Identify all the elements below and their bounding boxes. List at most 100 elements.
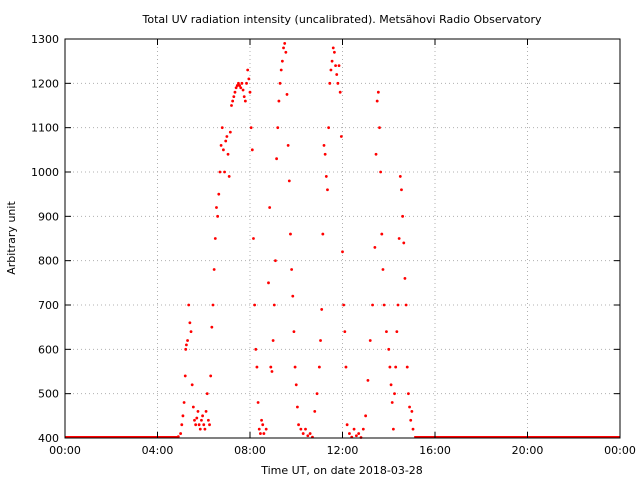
data-point	[271, 339, 275, 342]
data-point	[220, 126, 224, 130]
data-point	[234, 86, 238, 90]
data-point	[183, 374, 187, 378]
data-point	[247, 77, 251, 81]
data-point	[202, 423, 206, 427]
data-point	[276, 126, 280, 130]
data-point	[294, 383, 298, 387]
y-tick-labels: 400 500 600 700 800 900 1000 1100 1200 1300	[31, 33, 59, 445]
data-point	[195, 416, 199, 420]
data-point	[296, 405, 299, 409]
data-point	[336, 81, 340, 85]
data-point	[400, 188, 403, 192]
x-tick-label: 00:00	[49, 444, 81, 457]
data-point	[215, 206, 218, 209]
data-point	[291, 294, 295, 298]
data-point	[242, 95, 246, 99]
y-tick-label: 500	[38, 388, 59, 401]
data-point	[379, 170, 383, 174]
data-point	[241, 88, 245, 92]
y-tick-label: 900	[38, 210, 59, 223]
data-point	[228, 130, 232, 134]
data-point	[233, 90, 237, 94]
data-point	[323, 152, 327, 156]
data-point	[345, 423, 349, 427]
axis-ticks	[64, 38, 621, 439]
data-point	[179, 432, 183, 435]
data-point	[329, 68, 333, 72]
data-point	[343, 330, 347, 333]
y-tick-label: 1200	[31, 77, 59, 90]
data-point	[191, 405, 195, 409]
data-point	[371, 303, 374, 307]
data-point	[279, 68, 283, 72]
data-point	[411, 427, 415, 431]
data-point	[205, 392, 209, 396]
data-point	[252, 237, 255, 240]
data-point	[304, 427, 307, 431]
data-point	[282, 46, 285, 50]
data-point	[255, 365, 259, 369]
data-point	[204, 410, 208, 413]
data-point	[226, 152, 230, 156]
data-point	[176, 435, 180, 439]
data-point	[211, 303, 215, 307]
data-point	[193, 418, 196, 422]
data-points	[176, 42, 415, 439]
data-point	[238, 84, 241, 87]
data-point	[203, 427, 207, 431]
data-point	[398, 175, 402, 178]
data-point	[261, 423, 265, 427]
data-point	[397, 237, 401, 240]
data-point	[231, 99, 235, 103]
data-point	[197, 423, 201, 427]
data-point	[278, 81, 282, 85]
data-point	[188, 321, 192, 325]
data-point	[289, 232, 292, 236]
data-point	[364, 414, 368, 418]
data-point	[315, 392, 319, 396]
data-point	[187, 303, 191, 307]
data-point	[334, 64, 337, 67]
data-point	[338, 90, 342, 94]
data-point	[391, 427, 395, 431]
data-point	[254, 347, 258, 351]
data-point	[385, 330, 388, 333]
data-point	[361, 427, 365, 431]
x-tick-label: 12:00	[327, 444, 359, 457]
y-tick-label: 1300	[31, 33, 59, 46]
data-point	[194, 423, 198, 427]
data-point	[269, 365, 273, 369]
data-point	[285, 93, 289, 96]
data-point	[230, 104, 233, 107]
data-point	[320, 308, 324, 311]
data-point	[301, 432, 305, 435]
data-point	[409, 418, 413, 422]
data-point	[405, 365, 409, 369]
data-point	[184, 347, 188, 351]
data-point	[354, 434, 358, 438]
x-tick-label: 08:00	[234, 444, 266, 457]
data-point	[245, 81, 248, 85]
data-point	[189, 330, 193, 333]
x-tick-label: 16:00	[419, 444, 451, 457]
x-tick-labels: 00:00 04:00 08:00 12:00 16:00 20:00 00:00	[49, 444, 636, 457]
data-point	[376, 90, 380, 94]
data-point	[331, 46, 335, 50]
data-point	[328, 81, 332, 85]
data-point	[283, 42, 287, 45]
x-axis-label: Time UT, on date 2018-03-28	[260, 464, 423, 477]
data-point	[393, 392, 396, 396]
data-point	[306, 434, 310, 438]
y-tick-label: 400	[38, 432, 59, 445]
data-point	[239, 86, 243, 90]
data-point	[262, 432, 266, 435]
data-point	[208, 423, 211, 427]
data-point	[219, 144, 223, 147]
data-point	[210, 325, 214, 329]
data-point	[232, 95, 236, 99]
data-point	[410, 410, 414, 413]
data-point	[275, 157, 278, 161]
data-point	[240, 81, 244, 85]
